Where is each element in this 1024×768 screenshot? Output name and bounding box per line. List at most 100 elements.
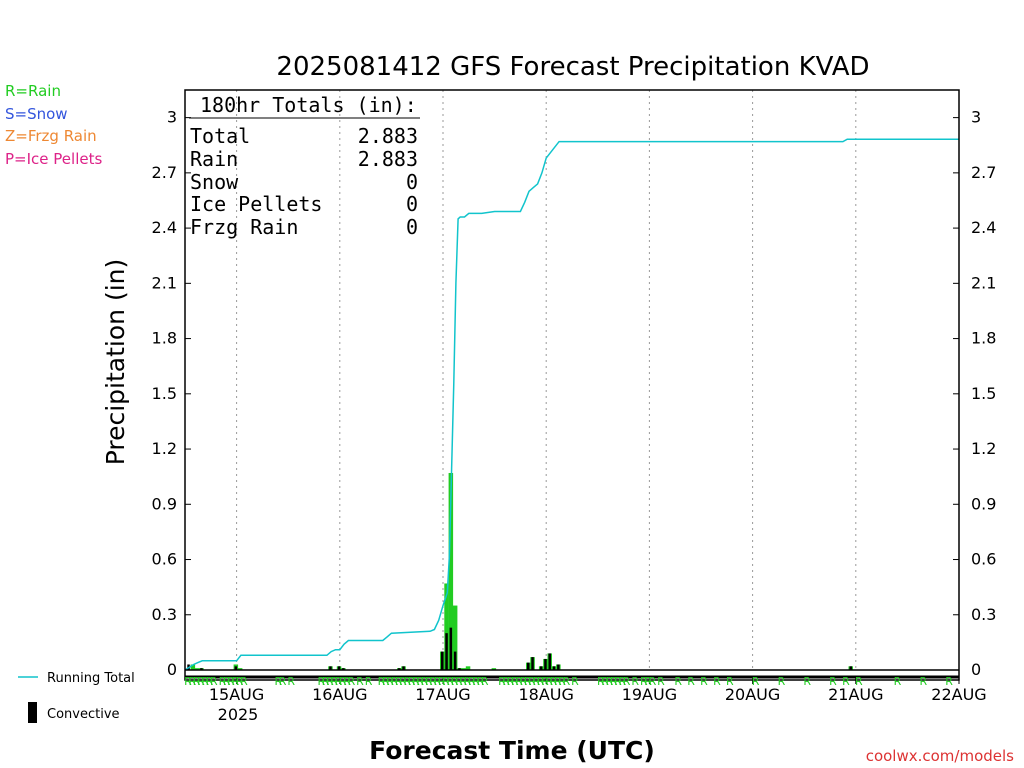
ptype-mark-92: R bbox=[919, 675, 927, 688]
rain-bar-17 bbox=[491, 668, 497, 670]
totals-value-ice-pellets: 0 bbox=[406, 192, 418, 216]
rain-bar-16 bbox=[465, 666, 471, 670]
ptype-mark-63: R bbox=[550, 675, 558, 688]
ptype-mark-60: R bbox=[537, 675, 545, 688]
ptype-mark-17: R bbox=[322, 675, 330, 688]
ptype-mark-55: R bbox=[515, 675, 523, 688]
legend-ice-pellets: P=Ice Pellets bbox=[5, 150, 102, 168]
convective-bar-4 bbox=[337, 666, 341, 670]
ptype-mark-50: R bbox=[481, 675, 489, 688]
ptype-mark-86: R bbox=[778, 675, 786, 688]
y-tick-label-right-2: 0.6 bbox=[971, 550, 996, 569]
ptype-mark-38: R bbox=[429, 675, 437, 688]
ptype-mark-54: R bbox=[511, 675, 519, 688]
ptype-mark-87: R bbox=[803, 675, 811, 688]
ptype-mark-12: R bbox=[240, 675, 248, 688]
ptype-mark-42: R bbox=[446, 675, 454, 688]
rain-bar-11 bbox=[444, 583, 449, 670]
ptype-mark-7: R bbox=[219, 675, 227, 688]
rain-bar-12 bbox=[448, 472, 454, 670]
y-tick-label-left-7: 2.1 bbox=[152, 273, 177, 292]
convective-bar-13 bbox=[527, 662, 530, 670]
legend-snow: S=Snow bbox=[5, 105, 68, 123]
ptype-mark-47: R bbox=[468, 675, 476, 688]
totals-label-frzg-rain: Frzg Rain bbox=[190, 215, 298, 239]
ptype-mark-41: R bbox=[442, 675, 450, 688]
totals-value-snow: 0 bbox=[406, 170, 418, 194]
ptype-mark-32: R bbox=[403, 675, 411, 688]
convective-bar-15 bbox=[539, 666, 543, 670]
totals-label-total: Total bbox=[190, 124, 250, 148]
credit-link[interactable]: coolwx.com/models bbox=[866, 747, 1014, 765]
ptype-mark-11: R bbox=[236, 675, 244, 688]
y-tick-label-right-3: 0.9 bbox=[971, 494, 996, 513]
ptype-mark-64: R bbox=[554, 675, 562, 688]
x-tick-label-1: 16AUG bbox=[312, 685, 367, 704]
convective-bar-10 bbox=[449, 627, 453, 670]
legend-frzg-rain: Z=Frzg Rain bbox=[5, 127, 97, 145]
ptype-mark-52: R bbox=[502, 675, 510, 688]
ptype-mark-82: R bbox=[700, 675, 708, 688]
y-tick-label-left-10: 3 bbox=[167, 108, 177, 127]
convective-bar-17 bbox=[548, 653, 551, 670]
convective-bar-8 bbox=[441, 651, 444, 670]
rain-bar-0 bbox=[190, 664, 196, 670]
ptype-mark-37: R bbox=[425, 675, 433, 688]
ptype-mark-67: R bbox=[571, 675, 579, 688]
y-tick-label-left-4: 1.2 bbox=[152, 439, 177, 458]
rain-bar-4 bbox=[237, 668, 243, 670]
chart-title: 2025081412 GFS Forecast Precipitation KV… bbox=[276, 52, 869, 82]
ptype-mark-36: R bbox=[421, 675, 429, 688]
ptype-mark-78: R bbox=[649, 675, 657, 688]
y-tick-label-right-0: 0 bbox=[971, 660, 981, 679]
ptype-mark-3: R bbox=[197, 675, 205, 688]
ptype-mark-79: R bbox=[657, 675, 665, 688]
ptype-mark-89: R bbox=[842, 675, 850, 688]
ptype-mark-70: R bbox=[606, 675, 614, 688]
convective-bar-18 bbox=[552, 666, 556, 670]
y-tick-label-right-4: 1.2 bbox=[971, 439, 996, 458]
ptype-mark-66: R bbox=[563, 675, 571, 688]
ptype-mark-28: R bbox=[386, 675, 394, 688]
ptype-mark-51: R bbox=[498, 675, 506, 688]
totals-value-rain: 2.883 bbox=[358, 147, 418, 171]
ptype-mark-73: R bbox=[618, 675, 626, 688]
y-tick-label-left-6: 1.8 bbox=[152, 329, 177, 348]
ptype-mark-33: R bbox=[408, 675, 416, 688]
y-axis-right: 0 0.3 0.6 0.9 1.2 1.5 1.8 2.1 2.4 2.7 3 bbox=[953, 108, 996, 679]
rain-bars bbox=[190, 472, 853, 670]
ptype-mark-18: R bbox=[326, 675, 334, 688]
ptype-mark-10: R bbox=[231, 675, 239, 688]
ptype-mark-24: R bbox=[356, 675, 364, 688]
totals-value-frzg-rain: 0 bbox=[406, 215, 418, 239]
ptype-mark-74: R bbox=[623, 675, 631, 688]
ptype-mark-48: R bbox=[472, 675, 480, 688]
ptype-mark-81: R bbox=[687, 675, 695, 688]
y-tick-label-left-1: 0.3 bbox=[152, 605, 177, 624]
ptype-mark-72: R bbox=[614, 675, 622, 688]
x-axis-label: Forecast Time (UTC) bbox=[369, 736, 655, 765]
ptype-mark-46: R bbox=[464, 675, 472, 688]
y-tick-label-left-5: 1.5 bbox=[152, 384, 177, 403]
running-total-legend-label: Running Total bbox=[47, 671, 135, 686]
x-tick-label-7: 22AUG bbox=[931, 685, 986, 704]
y-tick-label-right-10: 3 bbox=[971, 108, 981, 127]
ptype-mark-57: R bbox=[524, 675, 532, 688]
ptype-mark-76: R bbox=[640, 675, 648, 688]
ptype-mark-93: R bbox=[945, 675, 953, 688]
totals-header: 180hr Totals (in): bbox=[200, 93, 417, 117]
ptype-mark-83: R bbox=[713, 675, 721, 688]
convective-bar-3 bbox=[329, 666, 332, 670]
ptype-mark-30: R bbox=[395, 675, 403, 688]
y-tick-label-right-1: 0.3 bbox=[971, 605, 996, 624]
ptype-mark-56: R bbox=[520, 675, 528, 688]
ptype-mark-71: R bbox=[610, 675, 618, 688]
ptype-mark-19: R bbox=[330, 675, 338, 688]
convective-bars bbox=[187, 627, 852, 670]
totals-label-snow: Snow bbox=[190, 170, 239, 194]
ptype-mark-58: R bbox=[528, 675, 536, 688]
ptype-mark-85: R bbox=[752, 675, 760, 688]
y-tick-label-left-3: 0.9 bbox=[152, 494, 177, 513]
